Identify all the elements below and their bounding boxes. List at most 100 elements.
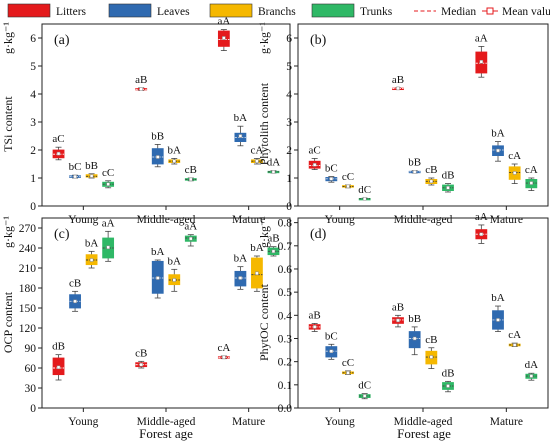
box-mean [346, 371, 350, 375]
chart-panel-b: 0 1 2 3 4 5 6 Phytolith content g·kg⁻¹ (b) Young Mi… [257, 22, 549, 226]
box-mean [496, 318, 500, 322]
box-litters-middle-aged: aB [135, 74, 147, 91]
y-tick-label: 0.8 [278, 218, 293, 230]
significance-label: dB [442, 170, 455, 182]
y-tick-label: 2 [30, 145, 36, 157]
y-tick-label: 0.0 [278, 403, 293, 415]
box-mean [529, 181, 534, 185]
significance-label: cC [342, 357, 354, 369]
box-mean [139, 362, 143, 367]
box-mean [73, 299, 77, 304]
box-leaves-young: cB [69, 277, 81, 312]
y-tick-label: 0.6 [278, 264, 293, 276]
box-branchs-middle-aged: cB [425, 164, 437, 186]
box-leaves-mature: bA [491, 128, 505, 162]
significance-label: cB [69, 277, 81, 289]
box-mean [89, 258, 94, 262]
box-trunks-young: dC [358, 184, 371, 201]
box-mean [238, 134, 243, 138]
box-mean [172, 159, 177, 163]
y-tick-label: 0.7 [278, 241, 293, 253]
plot-frame [297, 217, 549, 409]
y-axis-title: PhytOC content [257, 283, 271, 361]
box-trunks-middle-aged: dB [442, 367, 454, 393]
significance-label: aA [475, 32, 488, 44]
significance-label: cA [508, 150, 521, 162]
box-mean [396, 318, 400, 323]
box-litters-mature: aA [217, 16, 230, 51]
significance-label: cC [102, 167, 114, 179]
box-mean [271, 170, 276, 174]
significance-label: bA [234, 253, 248, 265]
significance-label: cA [217, 342, 230, 354]
significance-label: aB [392, 301, 404, 313]
x-axis-title-right: Forest age [397, 426, 451, 441]
box-litters-mature: aA [475, 211, 488, 244]
y-tick-label: 0.2 [278, 357, 293, 369]
box-mean [512, 343, 517, 347]
panel-letter: (c) [54, 227, 70, 242]
box-leaves-middle-aged: bB [408, 157, 421, 174]
legend-label: Trunks [360, 6, 393, 18]
x-tick-label-young: Young [325, 214, 355, 226]
significance-label: aB [392, 74, 404, 86]
legend-item-leaves: Leaves [108, 3, 190, 18]
significance-label: aB [309, 309, 321, 321]
box-leaves-young: bC [69, 161, 81, 179]
significance-label: dB [52, 341, 65, 353]
y-tick-label: 0.5 [278, 287, 293, 299]
box-mean [412, 336, 417, 341]
legend-item-mean-value: Mean value [482, 6, 550, 18]
significance-label: aA [184, 221, 197, 233]
box-branchs-mature: cA [508, 150, 521, 185]
legend-item-median: Median [414, 6, 476, 18]
significance-label: bA [491, 128, 505, 140]
x-tick-label-middle-aged: Middle-aged [137, 214, 196, 226]
y-tick-label: 4 [30, 89, 36, 101]
significance-label: cB [425, 164, 437, 176]
box-mean [312, 325, 317, 329]
box-mean [329, 177, 334, 181]
box-litters-middle-aged: aB [392, 74, 404, 91]
x-tick-label-middle-aged: Middle-aged [137, 416, 196, 428]
box-leaves-mature: bA [491, 292, 505, 332]
box-branchs-young: cC [342, 357, 354, 375]
x-axis-title-left: Forest age [139, 426, 193, 441]
box-mean [255, 271, 259, 276]
y-axis-title: OCP content [1, 291, 15, 353]
box-litters-mature: cA [217, 342, 230, 360]
box-leaves-young: bC [325, 330, 338, 360]
significance-label: cC [342, 171, 354, 183]
box-mean [255, 159, 259, 163]
box-mean [189, 177, 193, 182]
significance-label: bA [491, 292, 505, 304]
box-leaves-mature: bA [234, 112, 247, 147]
significance-label: bB [408, 313, 421, 325]
panels: 0 1 2 3 4 5 6 TSi content g·kg⁻¹ (a) Young Middle-a… [1, 16, 549, 428]
significance-label: bC [325, 163, 338, 175]
panel-letter: (d) [310, 227, 327, 242]
legend-label: Litters [56, 6, 87, 18]
significance-label: cB [135, 347, 147, 359]
y-axis-title: Phytolith content [257, 82, 271, 165]
y-tick-label: 3 [30, 117, 36, 129]
box-mean [362, 394, 367, 398]
legend-label: Mean value [502, 6, 550, 18]
significance-label: aA [475, 211, 488, 223]
box-branchs-young: cC [342, 171, 354, 189]
legend: Litters Leaves Branchs Trunks Median Mean val… [7, 3, 550, 18]
box-litters-middle-aged: aB [392, 301, 404, 328]
box-branchs-mature: bA [250, 242, 264, 292]
significance-label: aB [267, 233, 279, 245]
box-branchs-middle-aged: cB [425, 334, 437, 370]
plot-frame [41, 23, 291, 207]
y-tick-label: 270 [19, 223, 37, 235]
y-axis-unit: g·kg⁻¹ [257, 216, 271, 248]
box-mean [238, 276, 243, 280]
box-mean [155, 155, 160, 159]
y-tick-label: 4 [286, 89, 292, 101]
box-mean [412, 170, 417, 174]
box-trunks-middle-aged: dB [442, 170, 455, 193]
significance-label: bB [151, 130, 164, 142]
